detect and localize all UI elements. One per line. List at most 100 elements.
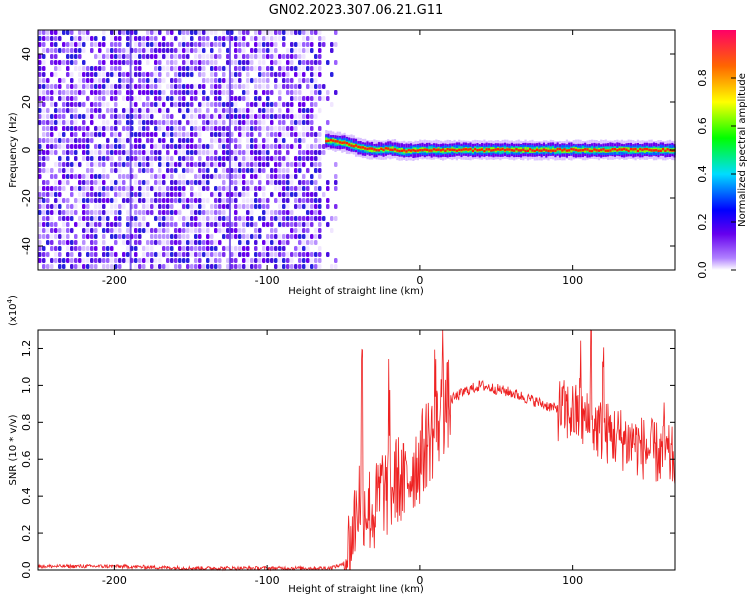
spectrogram-cell [46,228,50,233]
spectrogram-cell [202,186,206,191]
spectrogram-cell [66,72,70,77]
spectrogram-cell [142,84,146,89]
spectrogram-cell [198,48,202,53]
spectrogram-cell [166,162,170,167]
spectrogram-cell [102,36,106,41]
spectrogram-cell [278,192,282,197]
spectrogram-cell [286,102,290,107]
spectrogram-cell [46,150,50,155]
spectrogram-cell [246,138,250,143]
spectrogram-cell [262,102,266,107]
spectrogram-cell [314,66,318,71]
spectrogram-cell [298,198,302,203]
spectrogram-cell [334,162,338,167]
trace-segment [487,148,491,151]
spectrogram-cell [150,210,154,215]
spectrogram-cell [254,264,258,269]
spectrogram-cell [174,66,178,71]
spectrogram-cell [290,126,294,131]
spectrogram-cell [150,252,154,257]
spectrogram-cell [258,114,262,119]
spectrogram-cell [266,78,270,83]
spectrogram-cell [74,60,78,65]
spectrogram-cell [114,90,118,95]
trace-segment [526,149,529,152]
spectrogram-cell [58,228,62,233]
spectrogram-cell [82,120,86,125]
spectrogram-cell [270,114,274,119]
spectrogram-cell [78,186,82,191]
spectrogram-cell [310,108,314,113]
spectrogram-cell [318,48,322,53]
trace-segment [540,149,543,152]
spectrogram-cell [278,246,282,251]
spectrogram-cell [306,30,310,35]
spectrogram-cell [86,210,90,215]
spectrogram-cell [158,186,162,191]
spectrogram-cell [166,48,170,53]
spectrogram-cell [310,66,314,71]
spectrogram-cell [254,252,258,257]
spectrogram-cell [106,102,110,107]
spectrogram-cell [42,216,46,221]
spectrogram-cell [66,168,70,173]
spectrogram-cell [222,150,226,155]
spectrogram-cell [166,264,170,269]
spectrogram-cell [286,84,290,89]
spectrogram-cell [134,30,138,35]
spectrogram-cell [198,138,202,143]
spectrogram-cell [290,108,294,113]
trace-segment [531,149,534,152]
spectrogram-cell [94,228,98,233]
trace-segment [451,148,454,151]
spectrogram-cell [82,222,86,227]
spectrogram-cell [94,198,98,203]
y-tick-label: 0.2 [20,524,33,542]
spectrogram-cell [186,42,190,47]
spectrogram-cell [302,36,306,41]
spectrogram-cell [50,102,54,107]
spectrogram-cell [298,216,302,221]
spectrogram-cell [254,228,258,233]
spectrogram-cell [126,120,130,125]
spectrogram-cell [122,174,126,179]
spectrogram-cell [238,234,242,239]
trace-segment [664,149,667,152]
spectrogram-cell [182,216,186,221]
spectrogram-cell [198,30,202,35]
spectrogram-cell [74,90,78,95]
spectrogram-cell [198,150,202,155]
spectrogram-cell [234,60,238,65]
spectrogram-cell [210,90,214,95]
colorbar: 0.00.20.40.60.8 Normalized spectral ampl… [696,30,748,279]
spectrogram-cell [310,72,314,77]
spectrogram-cell [262,162,266,167]
spectrogram-cell [74,42,78,47]
spectrogram-cell [302,174,306,179]
spectrogram-cell [234,216,238,221]
spectrogram-cell [70,36,74,41]
spectrogram-cell [274,252,278,257]
trace-segment [655,149,658,152]
spectrogram-cell [38,240,42,245]
y-tick-label: 1.2 [20,340,33,358]
spectrogram-cell [178,162,182,167]
spectrogram-cell [122,96,126,101]
spectrogram-cell [274,84,278,89]
spectrogram-cell [210,138,214,143]
spectrogram-cell [214,96,218,101]
spectrogram-cell [282,66,286,71]
spectrogram-cell [310,234,314,239]
spectrogram-cell [306,144,310,149]
spectrogram-cell [154,228,158,233]
spectrogram-cell [162,192,166,197]
spectrogram-cell [222,216,226,221]
spectrogram-cell [266,138,270,143]
spectrogram-cell [94,66,98,71]
spectrogram-cell [302,150,306,155]
spectrogram-cell [142,168,146,173]
spectrogram-cell [270,90,274,95]
spectrogram-cell [42,96,46,101]
spectrogram-cell [78,162,82,167]
